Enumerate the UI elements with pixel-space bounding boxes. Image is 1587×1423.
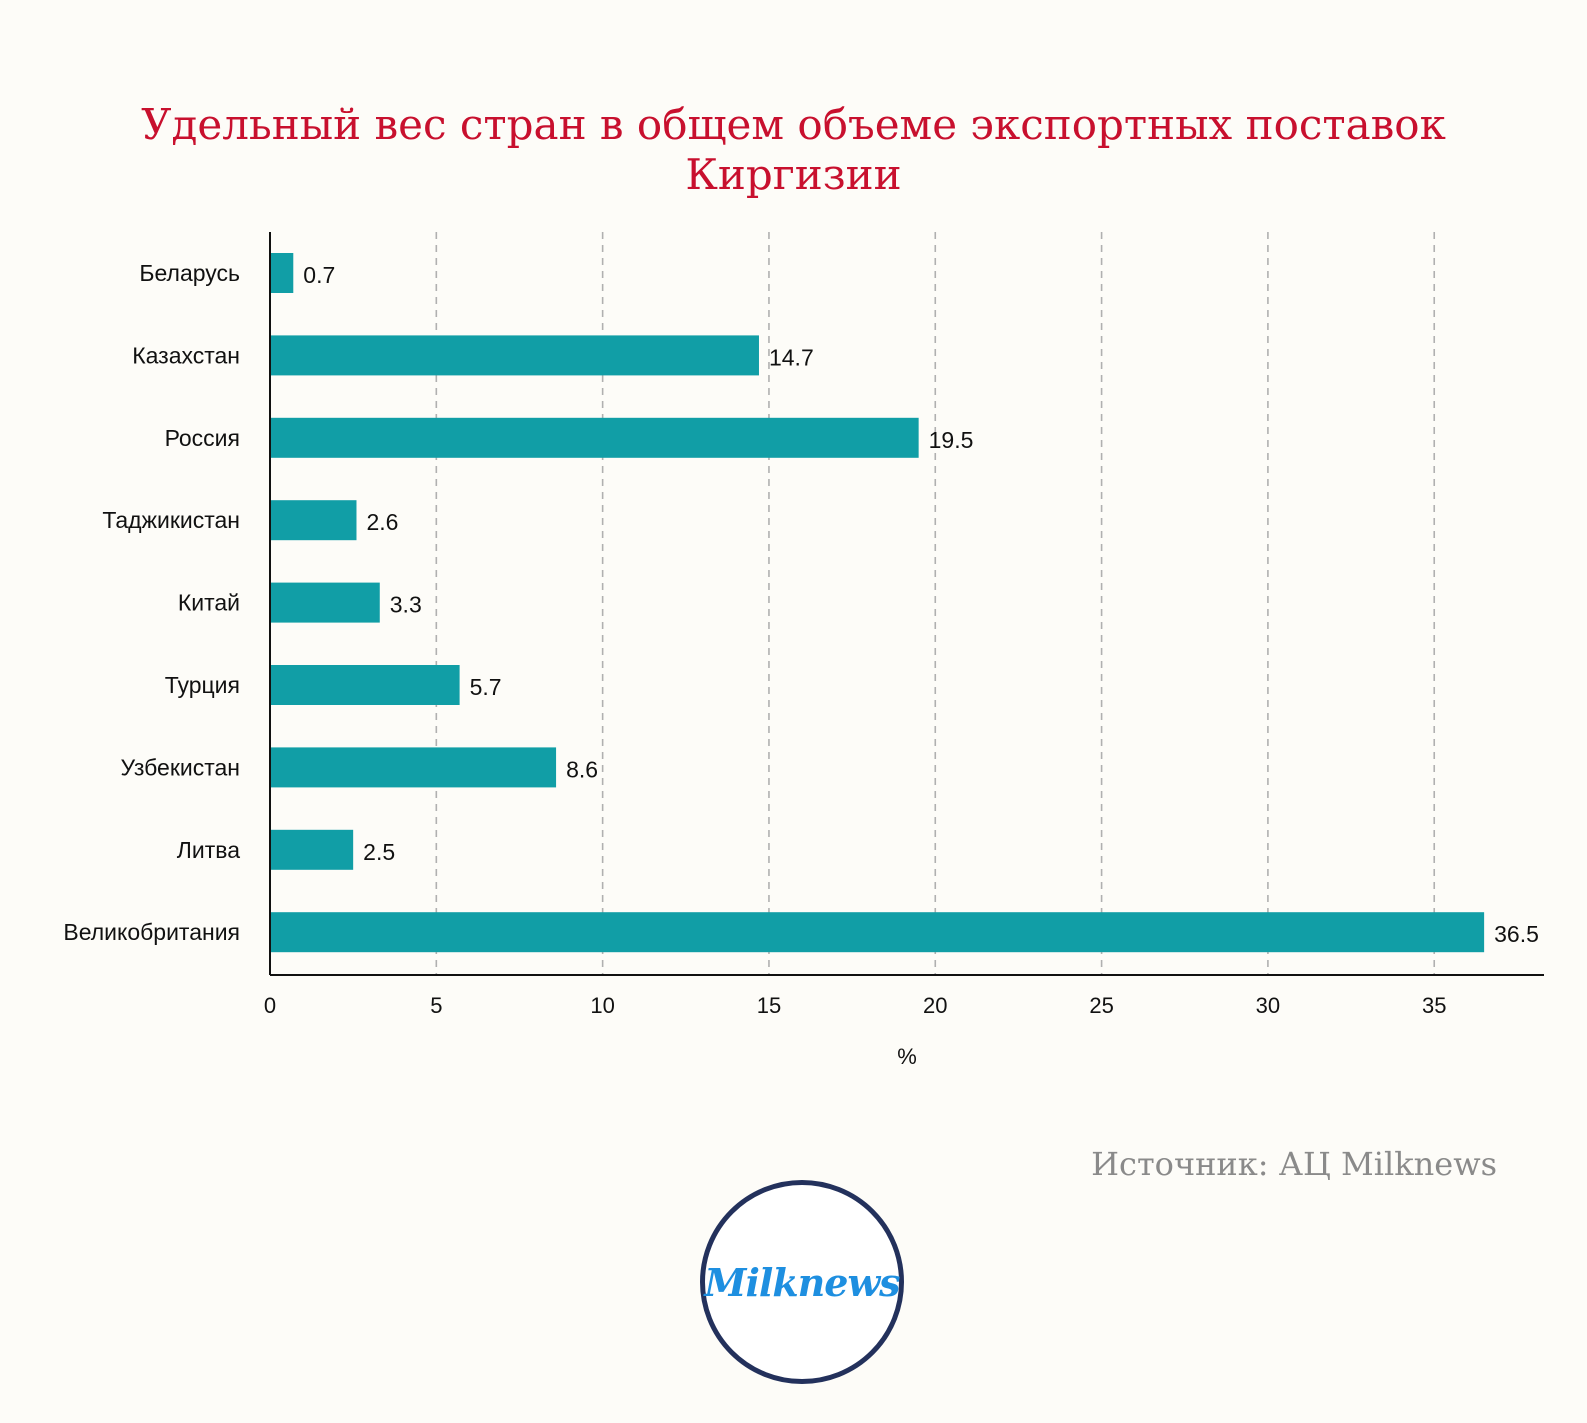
chart-title-line-1: Удельный вес стран в общем объеме экспор… <box>141 100 1446 149</box>
value-label-4: 3.3 <box>390 592 422 618</box>
category-label-7: Литва <box>177 837 240 863</box>
bars <box>270 253 1485 953</box>
bar-8 <box>270 912 1485 953</box>
x-tick-label-2: 10 <box>590 993 614 1018</box>
value-label-0: 0.7 <box>303 262 335 288</box>
category-label-3: Таджикистан <box>102 507 240 533</box>
value-label-3: 2.6 <box>366 509 398 535</box>
x-axis-title: % <box>897 1044 917 1069</box>
chart-title-line-2: Киргизии <box>685 150 902 199</box>
x-tick-label-3: 15 <box>757 993 781 1018</box>
bar-6 <box>270 747 557 788</box>
x-tick-label-5: 25 <box>1089 993 1113 1018</box>
bar-4 <box>270 582 380 623</box>
category-label-0: Беларусь <box>139 260 240 286</box>
bar-7 <box>270 829 354 870</box>
value-label-6: 8.6 <box>566 756 598 782</box>
axes: 0 5 10 15 20 25 30 35 <box>264 232 1544 1018</box>
bar-5 <box>270 665 460 705</box>
category-label-8: Великобритания <box>63 919 240 945</box>
x-tick-label-0: 0 <box>264 993 276 1018</box>
x-tick-label-6: 30 <box>1256 993 1280 1018</box>
category-label-5: Турция <box>165 672 240 698</box>
value-labels: Беларусь 0.7 Казахстан 14.7 Россия 19.5 Таджик… <box>63 260 1539 947</box>
bar-0 <box>270 253 294 293</box>
bar-3 <box>270 500 357 541</box>
category-label-4: Китай <box>178 590 240 616</box>
value-label-8: 36.5 <box>1494 921 1539 947</box>
category-label-2: Россия <box>165 425 240 451</box>
milknews-logo: Milknews <box>700 1180 904 1384</box>
bar-2 <box>270 417 919 458</box>
value-label-2: 19.5 <box>929 427 974 453</box>
bar-chart: Беларусь 0.7 Казахстан 14.7 Россия 19.5 Таджик… <box>63 232 1544 1069</box>
logo-text: Milknews <box>704 1259 900 1305</box>
bar-1 <box>270 335 759 376</box>
x-tick-label-1: 5 <box>430 993 442 1018</box>
x-tick-label-4: 20 <box>923 993 947 1018</box>
x-tick-label-7: 35 <box>1422 993 1446 1018</box>
source-note: Источник: АЦ Milknews <box>1091 1145 1497 1183</box>
chart-title: Удельный вес стран в общем объеме экспор… <box>0 100 1587 200</box>
value-label-5: 5.7 <box>470 674 502 700</box>
category-label-1: Казахстан <box>132 342 240 368</box>
value-label-1: 14.7 <box>769 344 814 370</box>
value-label-7: 2.5 <box>363 839 395 865</box>
category-label-6: Узбекистан <box>121 754 241 780</box>
